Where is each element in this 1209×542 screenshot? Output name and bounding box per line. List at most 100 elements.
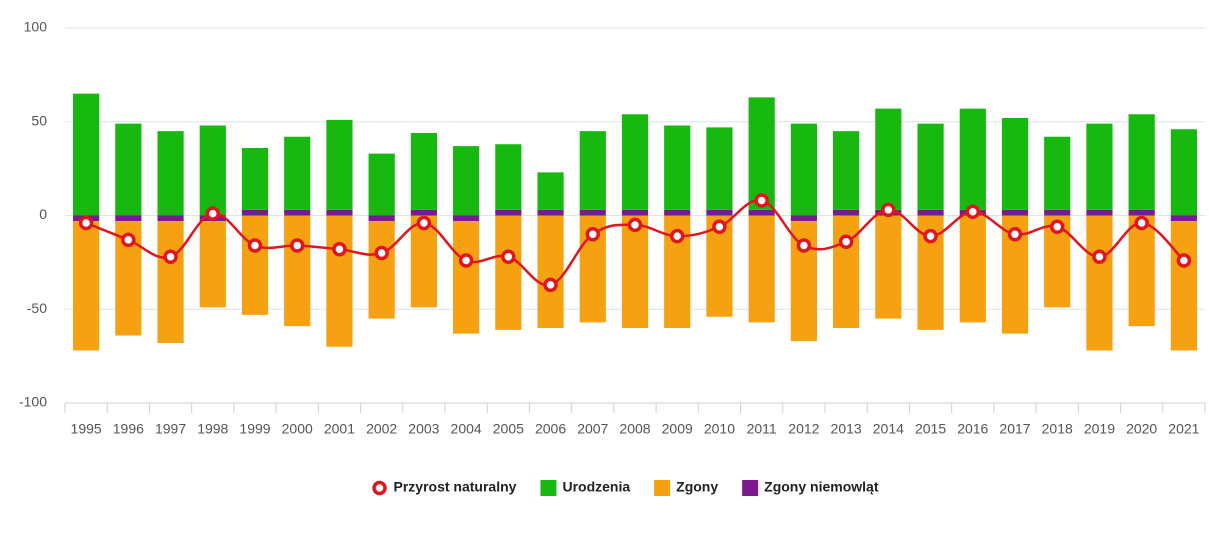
bar — [748, 97, 775, 210]
bar — [1086, 215, 1113, 351]
bar — [790, 123, 817, 216]
bar — [73, 221, 100, 351]
x-tick-label: 2005 — [493, 421, 524, 437]
bar — [833, 209, 860, 216]
x-tick-label: 1998 — [197, 421, 228, 437]
bar — [1128, 215, 1155, 327]
line-marker — [1092, 249, 1107, 264]
x-tick-label: 2008 — [619, 421, 650, 437]
line-marker — [289, 238, 305, 253]
y-tick-label: 100 — [24, 19, 48, 35]
legend-label: Zgony — [676, 479, 718, 495]
x-tick-label: 2011 — [747, 421, 777, 437]
legend-label: Przyrost naturalny — [394, 479, 517, 495]
bar — [706, 209, 733, 216]
bar — [241, 148, 269, 210]
x-tick-label: 2012 — [788, 421, 819, 437]
x-tick-label: 2020 — [1126, 421, 1157, 437]
bar — [453, 146, 480, 216]
bar — [157, 215, 184, 222]
legend-marker — [540, 480, 557, 496]
bar — [199, 221, 226, 308]
x-tick-label: 2006 — [535, 421, 566, 437]
bar — [621, 215, 649, 328]
line-marker — [965, 204, 981, 219]
bar — [579, 131, 606, 210]
bar — [453, 221, 480, 334]
x-tick-label: 1995 — [71, 421, 102, 437]
line-marker — [585, 227, 601, 242]
bar — [115, 123, 142, 216]
bar — [917, 123, 944, 210]
x-tick-label: 2017 — [999, 421, 1030, 437]
line-marker — [501, 249, 516, 264]
legend-marker — [742, 480, 759, 496]
bar — [706, 127, 733, 210]
bar — [73, 93, 100, 216]
bar — [1044, 209, 1071, 216]
line-marker — [754, 193, 769, 208]
bar — [748, 209, 775, 216]
bar — [1086, 123, 1113, 210]
x-tick-label: 2003 — [408, 421, 439, 437]
x-tick-label: 2021 — [1168, 421, 1199, 437]
bar — [537, 209, 564, 216]
bar — [1044, 136, 1071, 210]
legend-marker — [654, 480, 671, 496]
bar — [537, 215, 564, 328]
bar — [284, 136, 311, 210]
bar — [1086, 209, 1113, 216]
bar — [157, 221, 184, 343]
bar — [368, 215, 395, 222]
bar — [1170, 215, 1197, 222]
line-marker — [1134, 215, 1149, 231]
bar — [1001, 209, 1029, 216]
line-marker — [458, 253, 474, 268]
bar — [664, 209, 691, 216]
line-marker — [881, 202, 896, 218]
line-marker — [374, 245, 389, 261]
line-marker — [1049, 219, 1065, 234]
line-marker — [163, 249, 178, 264]
y-tick-label: -100 — [19, 394, 47, 410]
line-marker — [121, 232, 136, 248]
bar — [1170, 221, 1197, 351]
x-tick-label: 1996 — [113, 421, 144, 437]
bar — [284, 209, 311, 216]
bar — [833, 131, 860, 210]
line-marker — [416, 215, 432, 231]
legend-label: Zgony niemowląt — [764, 479, 879, 495]
bar — [453, 215, 480, 222]
bar — [1170, 129, 1197, 216]
line-marker — [543, 277, 558, 293]
bar — [326, 209, 353, 216]
bar — [833, 215, 860, 328]
line-marker — [712, 219, 727, 234]
x-tick-label: 2014 — [873, 421, 904, 437]
bar — [410, 215, 437, 308]
line-marker — [332, 242, 347, 257]
line-marker — [838, 234, 854, 249]
bar — [326, 119, 353, 210]
x-tick-label: 2002 — [366, 421, 397, 437]
bar — [115, 215, 142, 222]
x-tick-label: 1997 — [155, 421, 186, 437]
line-marker — [205, 206, 221, 221]
bar — [621, 114, 649, 210]
x-tick-label: 2000 — [282, 421, 313, 437]
bar — [199, 125, 226, 216]
bar — [621, 209, 649, 216]
x-tick-label: 2001 — [324, 421, 355, 437]
x-tick-label: 2004 — [451, 421, 482, 437]
x-tick-label: 2016 — [957, 421, 988, 437]
bar — [495, 215, 522, 330]
bar — [537, 172, 564, 210]
x-tick-label: 2015 — [915, 421, 946, 437]
bar — [1128, 114, 1155, 210]
bar — [241, 215, 269, 315]
x-tick-label: 2009 — [662, 421, 693, 437]
line-marker — [1007, 227, 1023, 242]
bar — [875, 108, 902, 210]
x-tick-label: 2010 — [704, 421, 735, 437]
